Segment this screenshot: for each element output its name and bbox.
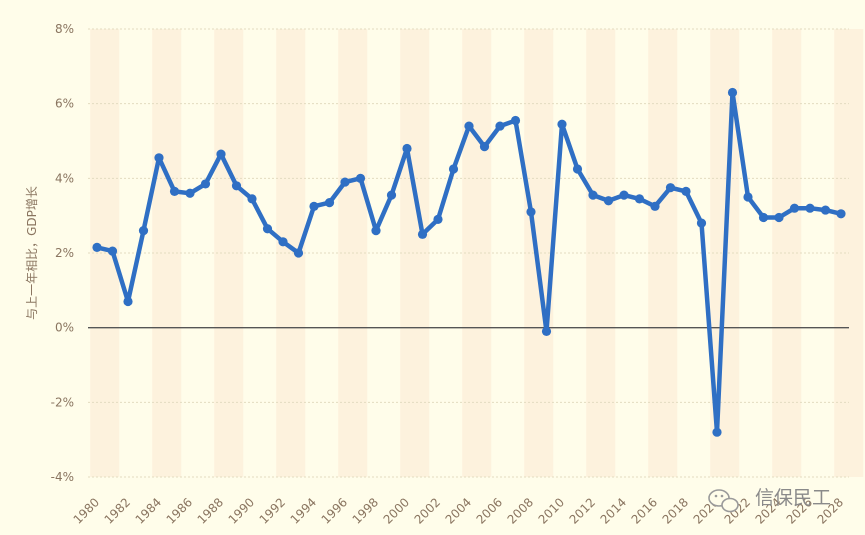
data-point (588, 190, 598, 200)
data-point (634, 194, 645, 204)
wechat-icon (708, 489, 739, 513)
data-point (138, 226, 149, 236)
y-axis-title: 与上一年相比，GDP增长 (25, 186, 39, 320)
data-point (247, 194, 257, 204)
data-point (712, 427, 722, 437)
x-tick-label: 1990 (226, 495, 257, 526)
data-point (433, 214, 443, 224)
x-tick-label: 2002 (412, 495, 443, 526)
data-point (169, 186, 180, 196)
x-tick-label: 1994 (288, 495, 319, 526)
y-tick-label: 6% (55, 97, 74, 111)
x-tick-label: 2016 (629, 495, 660, 526)
data-point (123, 296, 133, 307)
y-tick-label: 4% (55, 171, 74, 185)
data-point (479, 142, 490, 152)
data-point (619, 190, 629, 200)
data-point (355, 173, 366, 183)
data-point (293, 248, 304, 258)
data-point (371, 226, 381, 236)
data-point (417, 229, 428, 239)
y-tick-label: 2% (55, 246, 74, 260)
y-tick-label: 8% (55, 22, 74, 36)
data-point (464, 121, 474, 131)
data-points (92, 87, 846, 437)
data-point (510, 115, 521, 126)
x-tick-label: 2010 (536, 495, 567, 526)
data-point (836, 209, 846, 219)
data-point (107, 246, 118, 256)
x-tick-label: 1984 (133, 495, 164, 526)
data-point (386, 190, 397, 200)
data-point (650, 201, 660, 211)
data-point (185, 188, 195, 198)
data-point (448, 164, 459, 174)
x-tick-label: 1982 (102, 495, 133, 526)
data-point (324, 198, 335, 208)
x-tick-label: 1992 (257, 495, 288, 526)
data-point (541, 326, 552, 336)
data-point (231, 181, 242, 191)
data-point (665, 183, 676, 193)
data-point (774, 212, 784, 223)
y-tick-label: -4% (51, 470, 74, 484)
data-point (557, 119, 567, 129)
data-point (402, 143, 412, 154)
x-tick-label: 1986 (164, 495, 195, 526)
y-axis-ticks: 8% 6% 4% 2% 0% -2% -4% (51, 22, 74, 484)
x-tick-label: 1980 (71, 495, 102, 526)
data-point (216, 149, 226, 159)
data-point (92, 242, 102, 252)
watermark: 信保民工 (708, 487, 831, 513)
data-point (200, 179, 211, 189)
data-point (681, 186, 691, 196)
x-tick-label: 2012 (567, 495, 598, 526)
x-tick-label: 2018 (660, 495, 691, 526)
data-point (154, 153, 164, 163)
data-point (727, 87, 738, 98)
data-point (603, 196, 614, 206)
x-tick-label: 2008 (505, 495, 536, 526)
data-point (789, 203, 800, 213)
x-tick-label: 1998 (350, 495, 381, 526)
data-point (805, 203, 815, 213)
x-tick-label: 2000 (381, 495, 412, 526)
data-point (340, 177, 350, 187)
data-point (526, 207, 536, 217)
data-point (572, 164, 583, 174)
data-point (495, 121, 505, 131)
data-point (743, 192, 753, 202)
watermark-text: 信保民工 (755, 487, 831, 509)
y-tick-label: -2% (51, 395, 74, 409)
x-tick-label: 2004 (443, 495, 474, 526)
x-tick-label: 2006 (474, 495, 505, 526)
x-tick-label: 1996 (319, 495, 350, 526)
x-tick-label: 2014 (598, 495, 629, 526)
data-point (262, 224, 273, 234)
data-point (820, 205, 831, 215)
data-point (758, 212, 769, 223)
data-point (278, 237, 288, 247)
data-point (309, 201, 319, 211)
data-point (696, 218, 707, 228)
x-tick-label: 1988 (195, 495, 226, 526)
y-tick-label: 0% (55, 321, 74, 335)
